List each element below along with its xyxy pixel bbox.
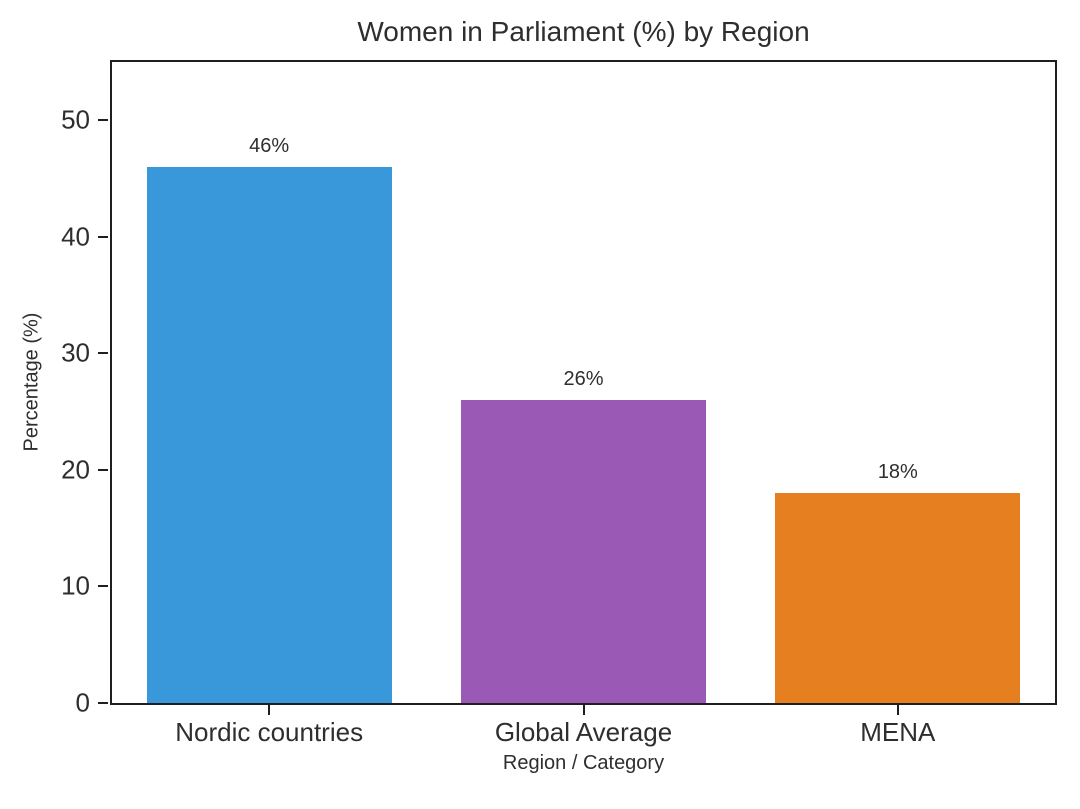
x-tick-label-mena: MENA [860, 717, 936, 747]
y-tick-label-50: 50 [61, 104, 90, 135]
bar-value-label-nordic-countries: 46% [249, 134, 290, 157]
bar-mena [775, 493, 1021, 703]
x-axis-label: Region / Category [502, 752, 665, 774]
y-tick-mark-20 [98, 468, 108, 471]
y-tick-mark-30 [98, 352, 108, 355]
y-tick-mark-50 [98, 119, 108, 122]
x-tick-mark-global-average [582, 705, 585, 715]
y-tick-mark-0 [98, 702, 108, 704]
y-tick-label-40: 40 [61, 221, 90, 252]
bar-nordic-countries [146, 166, 392, 703]
bar-value-label-mena: 18% [877, 461, 918, 484]
y-tick-label-20: 20 [61, 454, 90, 485]
chart-title: Women in Parliament (%) by Region [357, 16, 810, 47]
x-tick-mark-nordic-countries [268, 705, 271, 715]
y-tick-mark-40 [98, 235, 108, 238]
y-tick-mark-10 [98, 585, 108, 588]
y-tick-label-0: 0 [75, 687, 90, 718]
bar-value-label-global-average: 26% [563, 367, 604, 390]
y-axis-label: Percentage (%) [20, 312, 43, 452]
bar-global-average [460, 399, 707, 703]
y-tick-label-30: 30 [61, 337, 90, 368]
x-tick-label-global-average: Global Average [494, 717, 673, 747]
x-tick-mark-mena [896, 705, 899, 715]
plot-area: 0 10 20 30 40 50 46% Nordic countries 26% Global … [61, 60, 1057, 747]
x-tick-label-nordic-countries: Nordic countries [175, 717, 364, 747]
y-tick-label-10: 10 [61, 570, 90, 601]
